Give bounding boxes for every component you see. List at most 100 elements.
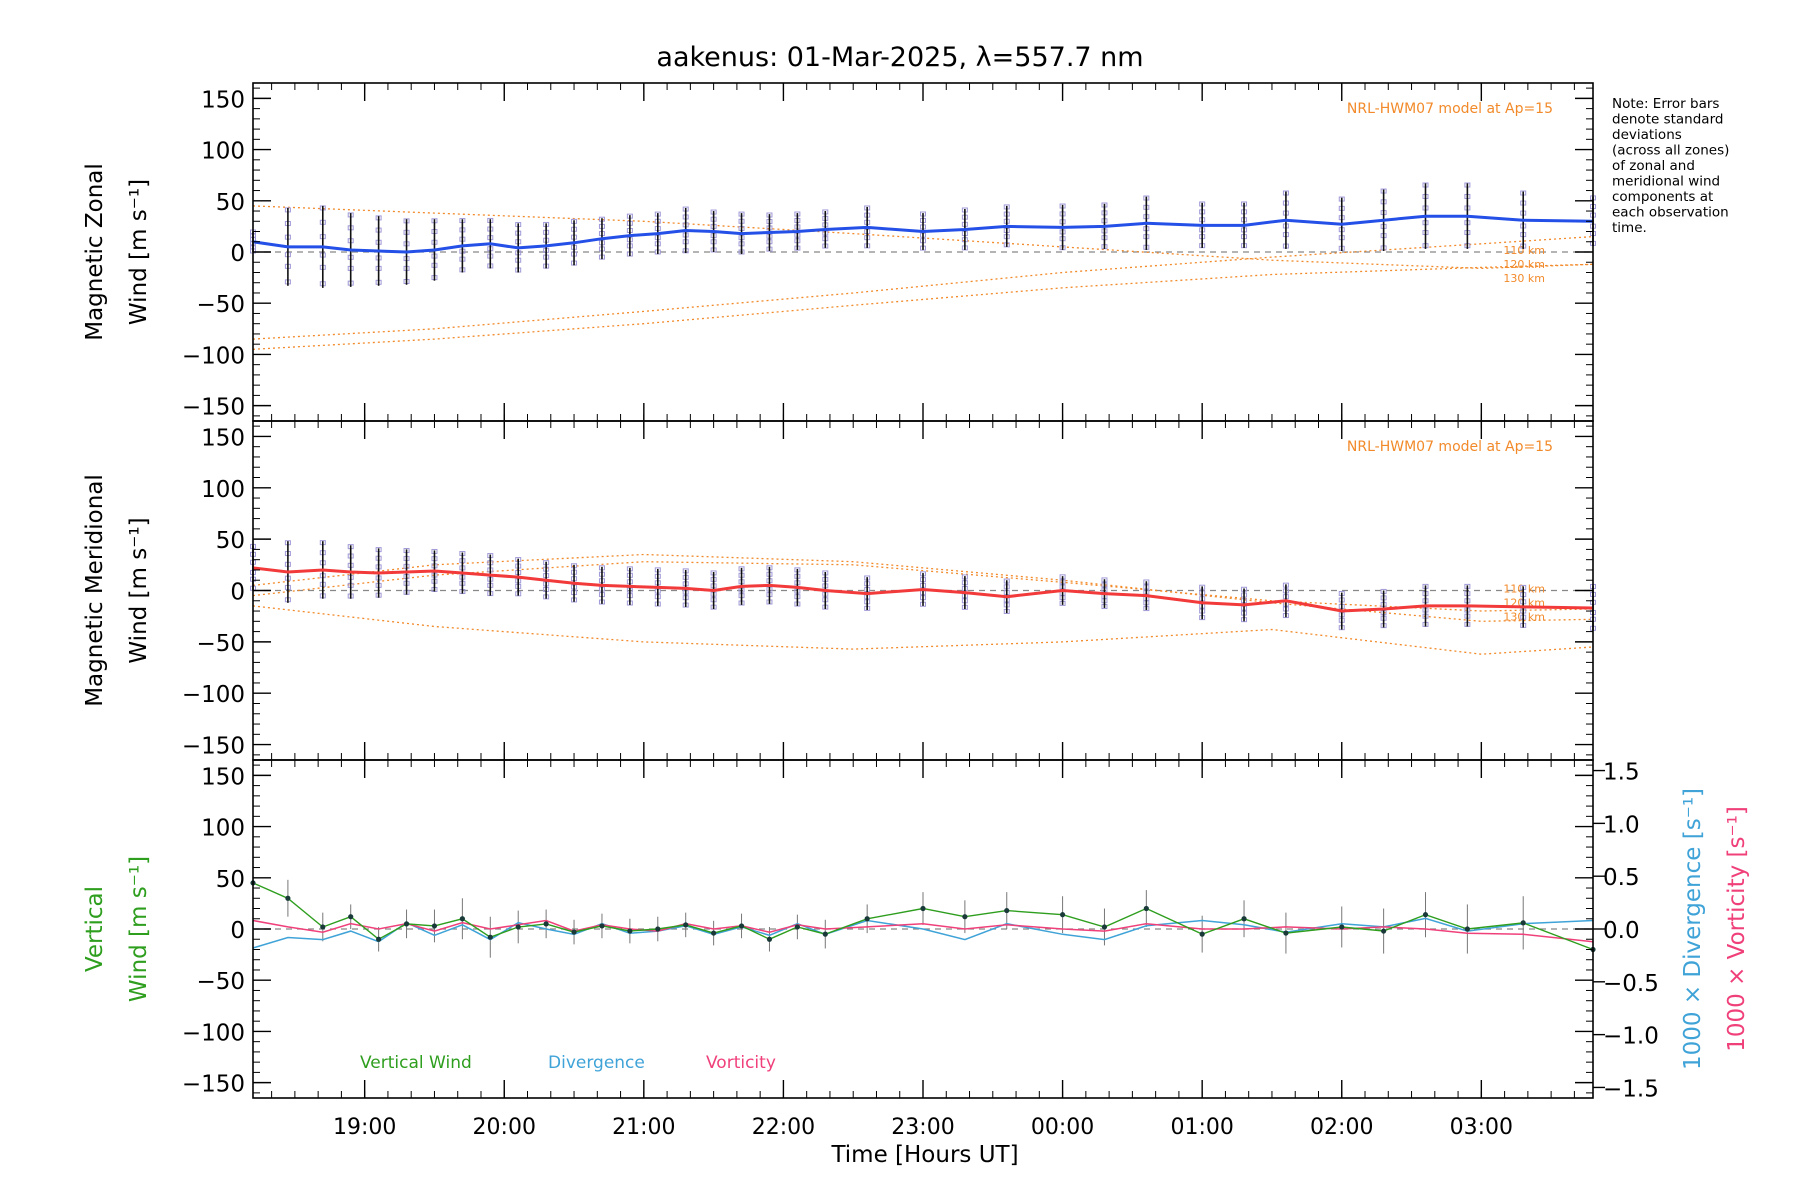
y-tick-label: 150	[201, 425, 245, 451]
y-tick-label: −100	[182, 682, 245, 708]
y-tick-label: −50	[196, 969, 245, 995]
vertical-wind-point	[1381, 928, 1387, 934]
y2-tick-label: 1.5	[1603, 760, 1640, 786]
model-altitude-label: 130 km	[1503, 611, 1545, 624]
y-tick-label: −150	[182, 734, 245, 760]
vertical-wind-point	[431, 923, 438, 929]
vertical-wind-point	[864, 916, 870, 922]
vertical-wind-point	[1101, 924, 1108, 930]
model-curve-120km	[252, 235, 1594, 340]
x-tick-label: 20:00	[473, 1115, 536, 1140]
y-tick-label: −150	[182, 1072, 245, 1098]
y-tick-label: 0	[230, 918, 245, 944]
note-line: components at	[1612, 189, 1713, 205]
vertical-wind-point	[320, 924, 326, 930]
y-tick-label: 150	[201, 764, 245, 790]
y-tick-label: 50	[216, 867, 245, 893]
note-line: time.	[1612, 220, 1647, 236]
figure-title: aakenus: 01-Mar-2025, λ=557.7 nm	[656, 42, 1143, 73]
vertical-wind-point	[627, 928, 633, 934]
y-tick-label: −100	[182, 343, 245, 369]
vertical-wind-point	[822, 931, 828, 937]
y-tick-label: 150	[201, 87, 245, 113]
vertical-wind-point	[459, 916, 465, 922]
vertical-wind-point	[1199, 931, 1205, 937]
x-tick-label: 21:00	[612, 1115, 675, 1140]
y-tick-label: 0	[230, 241, 245, 267]
note-line: meridional wind	[1612, 174, 1720, 190]
model-curve-130km	[252, 263, 1594, 350]
y-axis-label-line: Magnetic Zonal	[82, 163, 108, 341]
vertical-wind-point	[515, 924, 521, 930]
vertical-wind-point	[487, 934, 493, 940]
vertical-wind-point	[543, 921, 549, 927]
vertical-wind-point	[376, 936, 382, 942]
zonal-wind-line	[252, 214, 1594, 254]
time-axis-tick-labels: 19:00 20:00 21:00 22:00 23:00 00:00 01:00 02:00…	[333, 1115, 1513, 1140]
vertical-wind-point	[683, 922, 689, 928]
vertical-wind-point	[766, 936, 773, 942]
y-tick-label: 100	[201, 139, 245, 165]
y2-axis-label-vorticity: 1000 × Vorticity [s⁻¹]	[1724, 806, 1750, 1052]
vertical-wind-point	[962, 914, 968, 920]
y-axis-label-line: Magnetic Meridional	[82, 474, 108, 707]
model-curve-130km	[252, 605, 1594, 655]
legend-entry: Vertical Wind	[360, 1053, 472, 1073]
vertical-wind-point	[738, 923, 745, 929]
vertical-wind-point	[1464, 926, 1470, 932]
y-axis-label-line: Wind [m s⁻¹]	[126, 856, 152, 1002]
x-tick-label: 23:00	[891, 1115, 954, 1140]
y2-axis-label-divergence: 1000 × Divergence [s⁻¹]	[1680, 788, 1706, 1070]
note-line: denote standard	[1612, 112, 1723, 128]
model-curve-110km	[252, 553, 1594, 622]
y2-tick-label: −0.5	[1603, 971, 1659, 997]
model-label: NRL-HWM07 model at Ap=15	[1347, 101, 1553, 117]
vertical-wind-point	[1283, 930, 1289, 936]
y-tick-label: 50	[216, 190, 245, 216]
note-line: (across all zones)	[1612, 143, 1729, 159]
vertical-wind-point	[1339, 924, 1345, 930]
model-altitude-label: 120 km	[1503, 258, 1545, 271]
y-axis-label-line: Wind [m s⁻¹]	[126, 517, 152, 663]
y2-tick-label: 0.0	[1603, 918, 1640, 944]
model-label: NRL-HWM07 model at Ap=15	[1347, 439, 1553, 455]
y-tick-label: −50	[196, 631, 245, 657]
vertical-wind-point	[655, 926, 661, 932]
vertical-wind-point	[1241, 916, 1247, 922]
legend-entry: Divergence	[548, 1053, 645, 1073]
y-tick-label: 100	[201, 477, 245, 503]
legend-entry: Vorticity	[706, 1053, 776, 1073]
model-curve-110km	[252, 205, 1594, 270]
y-tick-label: 50	[216, 528, 245, 554]
y2-tick-label: 1.0	[1603, 812, 1640, 838]
vertical-wind-panel: 150 100 50 0 −50 −100 −150 Vertical Wind [m s⁻¹]…	[82, 759, 1750, 1102]
vertical-wind-point	[1143, 905, 1149, 912]
model-altitude-label: 110 km	[1503, 244, 1545, 257]
y-tick-label: −150	[182, 395, 245, 421]
note-line: of zonal and	[1612, 158, 1695, 174]
y-tick-label: −100	[182, 1020, 245, 1046]
x-axis-label: Time [Hours UT]	[830, 1142, 1018, 1168]
note-line: deviations	[1612, 127, 1682, 143]
x-tick-label: 01:00	[1170, 1115, 1233, 1140]
x-tick-label: 22:00	[752, 1115, 815, 1140]
x-tick-label: 19:00	[333, 1115, 396, 1140]
vertical-wind-point	[571, 929, 577, 935]
note-line: Note: Error bars	[1612, 96, 1719, 112]
vertical-wind-point	[348, 914, 354, 920]
vertical-wind-point	[794, 924, 800, 930]
meridional-wind-line	[252, 566, 1594, 613]
y-axis-label-line: Wind [m s⁻¹]	[126, 179, 152, 325]
x-tick-label: 03:00	[1450, 1115, 1513, 1140]
vertical-wind-point	[285, 895, 291, 901]
model-curve-120km	[252, 561, 1594, 612]
y-tick-label: 100	[201, 816, 245, 842]
y-tick-label: 0	[230, 580, 245, 606]
x-tick-label: 00:00	[1031, 1115, 1094, 1140]
vertical-wind-point	[1520, 920, 1526, 926]
vertical-wind-point	[920, 905, 926, 912]
vertical-wind-point	[1422, 912, 1429, 918]
